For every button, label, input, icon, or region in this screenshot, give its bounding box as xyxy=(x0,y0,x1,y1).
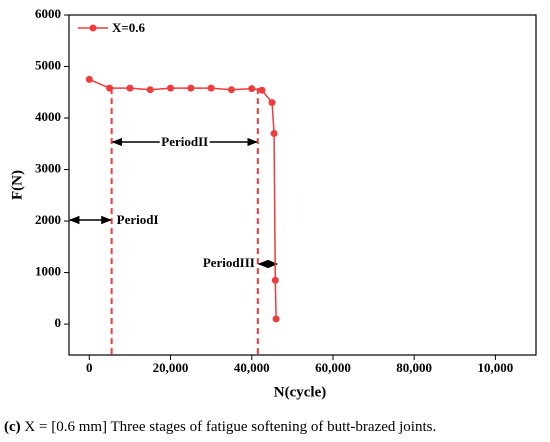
point xyxy=(268,99,276,107)
point xyxy=(271,276,279,284)
point xyxy=(272,315,280,323)
annotation-bg xyxy=(159,134,210,150)
point xyxy=(85,75,93,83)
y-tick-label: 6000 xyxy=(35,6,61,21)
y-tick-label: 5000 xyxy=(35,57,61,72)
point xyxy=(187,84,195,92)
x-axis-label: N(cycle) xyxy=(274,384,326,400)
y-tick-label: 4000 xyxy=(35,109,61,124)
legend-marker xyxy=(89,24,97,32)
x-tick-label: 0 xyxy=(86,360,93,375)
point xyxy=(207,84,215,92)
y-tick-label: 1000 xyxy=(35,264,61,279)
point xyxy=(258,86,266,94)
legend-label: X=0.6 xyxy=(112,20,146,35)
point xyxy=(146,86,154,94)
annotation: PeriodI xyxy=(117,212,159,227)
y-tick-label: 2000 xyxy=(35,212,61,227)
caption-text: X = [0.6 mm] Three stages of fatigue sof… xyxy=(21,419,437,435)
caption: (c) X = [0.6 mm] Three stages of fatigue… xyxy=(4,419,436,435)
y-tick-label: 3000 xyxy=(35,161,61,176)
point xyxy=(270,129,278,137)
point xyxy=(167,84,175,92)
line xyxy=(89,78,277,319)
point xyxy=(248,85,256,93)
x-tick-label: 10,000 xyxy=(478,360,514,375)
annotation: PeriodIII xyxy=(203,255,255,270)
point xyxy=(227,86,235,94)
x-tick-label: 40,000 xyxy=(234,360,270,375)
y-axis-label: F(N) xyxy=(9,170,25,200)
x-tick-label: 20,000 xyxy=(153,360,189,375)
x-tick-label: 80,000 xyxy=(396,360,432,375)
x-tick-label: 60,000 xyxy=(315,360,351,375)
point xyxy=(106,84,114,92)
point xyxy=(126,84,134,92)
y-tick-label: 0 xyxy=(55,315,62,330)
annotation: PeriodII xyxy=(161,134,208,149)
plot-frame xyxy=(68,14,537,356)
caption-label: (c) xyxy=(4,419,21,435)
